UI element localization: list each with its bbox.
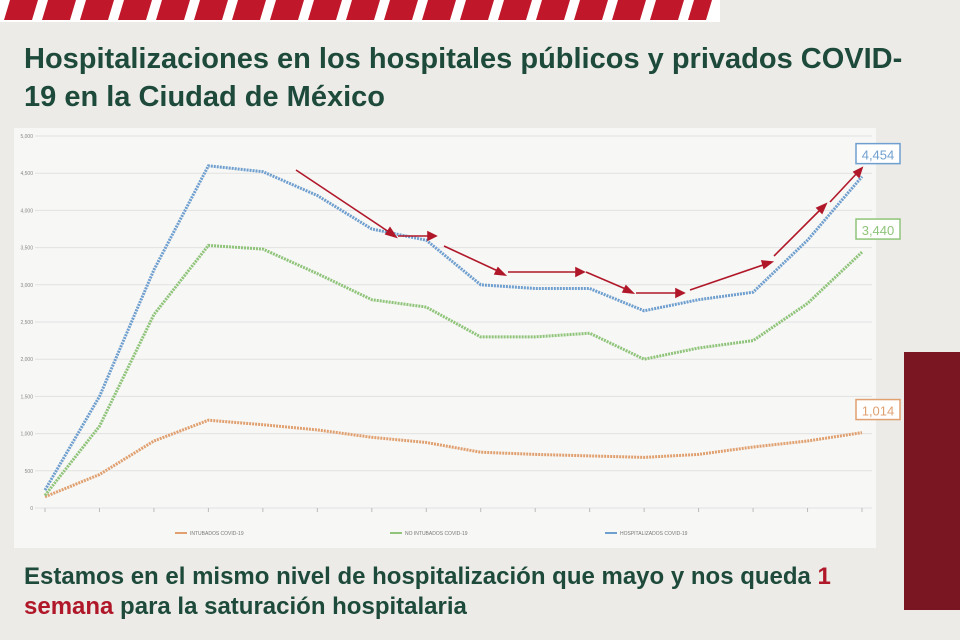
plot-background xyxy=(14,128,876,548)
y-tick-label: 500 xyxy=(25,469,34,475)
y-tick-label: 1,000 xyxy=(20,432,33,438)
value-label-box xyxy=(855,398,901,421)
y-tick-label: 4,000 xyxy=(20,208,33,214)
y-tick-label: 4,500 xyxy=(20,171,33,177)
y-tick-label: 2,000 xyxy=(20,357,33,363)
y-tick-label: 3,000 xyxy=(20,283,33,289)
y-tick-label: 2,500 xyxy=(20,320,33,326)
caption-text: para la saturación hospitalaria xyxy=(113,593,467,620)
series-line xyxy=(43,243,864,497)
value-label-box xyxy=(855,218,901,240)
caption-highlight: 1 semana xyxy=(24,563,831,620)
legend-label: INTUBADOS COVID-19 xyxy=(190,531,244,537)
value-label: 3,440 xyxy=(862,223,895,238)
title: Hospitalizaciones en los hospitales públ… xyxy=(24,43,903,113)
caption-text: Estamos en el mismo nivel de hospitaliza… xyxy=(24,563,818,590)
legend-label: HOSPITALIZADOS COVID-19 xyxy=(620,531,688,537)
series-line xyxy=(44,418,863,499)
y-tick-label: 3,500 xyxy=(20,246,33,252)
y-tick-label: 1,500 xyxy=(20,394,33,400)
trend-arrows xyxy=(295,166,864,299)
caption: Estamos en el mismo nivel de hospitaliza… xyxy=(24,562,884,622)
legend-label: NO INTUBADOS COVID-19 xyxy=(405,531,468,537)
y-tick-label: 0 xyxy=(30,506,33,512)
banner-stripes xyxy=(4,0,712,20)
y-tick-label: 5,000 xyxy=(20,134,33,140)
value-label-box xyxy=(855,142,901,165)
value-label: 1,014 xyxy=(862,404,895,419)
series-line xyxy=(43,164,864,491)
presenter-panel xyxy=(904,352,960,610)
value-label: 4,454 xyxy=(862,148,895,163)
